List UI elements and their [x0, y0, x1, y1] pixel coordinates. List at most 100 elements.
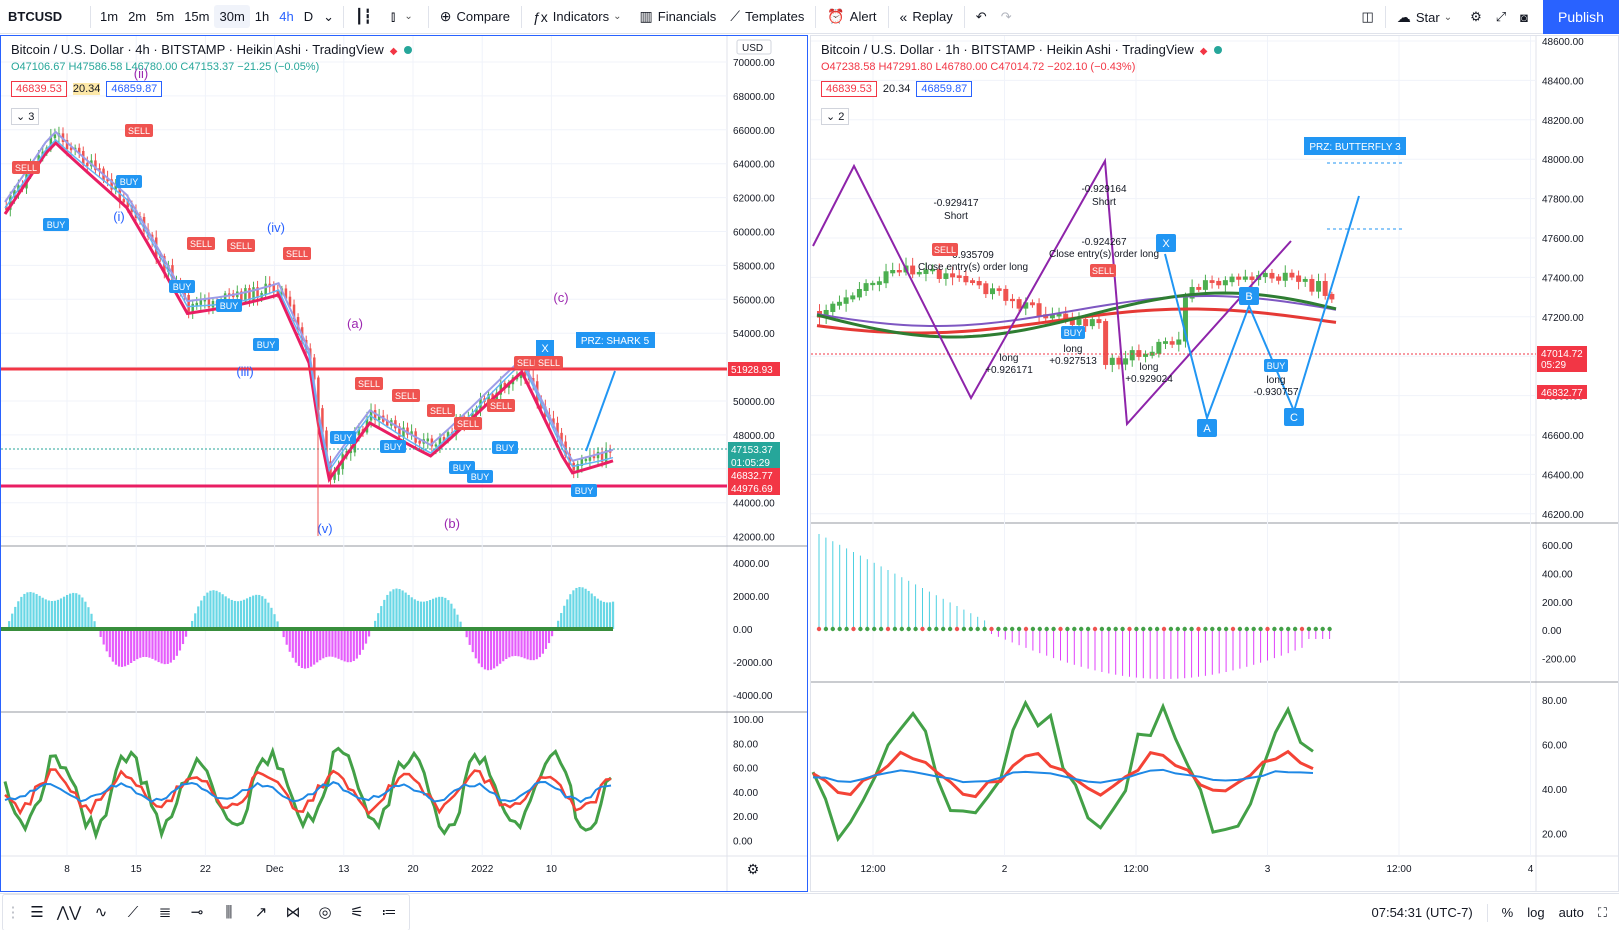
histogram-bar	[130, 629, 133, 663]
financials-button[interactable]: ▥ Financials	[633, 0, 724, 34]
compare-button[interactable]: ⊕ Compare	[433, 0, 517, 34]
candle-body	[106, 178, 109, 182]
auto-toggle[interactable]: auto	[1558, 905, 1584, 920]
interval-1h[interactable]: 1h	[254, 9, 270, 24]
price-tick-label: 48000.00	[1542, 155, 1584, 166]
fullscreen-button[interactable]: ⤢	[1489, 0, 1513, 34]
layout-button[interactable]: ◫	[1355, 0, 1381, 34]
reset-icon[interactable]: ⛶	[1597, 904, 1607, 920]
chart-type-button[interactable]: ⫾ ⌄	[384, 0, 424, 34]
alarm-clock-icon: ⏰	[827, 8, 845, 24]
osc-dot	[1292, 626, 1298, 632]
sell-label: SELL	[490, 401, 512, 411]
histogram-bar	[44, 599, 47, 629]
candle-body	[207, 298, 211, 308]
settings-list-icon[interactable]: ≔	[381, 904, 397, 921]
osc-dot	[968, 626, 973, 632]
histogram-bar	[178, 629, 182, 651]
star-button[interactable]: ☁ Star ⌄	[1390, 0, 1463, 34]
gann-icon[interactable]: ⫼	[225, 903, 233, 921]
eye-icon[interactable]: ◆	[389, 46, 398, 57]
alert-button[interactable]: ⏰ Alert	[820, 0, 883, 34]
osc-dot	[872, 626, 877, 632]
sell-label: SELL	[230, 241, 252, 251]
undo-button[interactable]: ↶	[969, 0, 994, 34]
interval-5m[interactable]: 5m	[156, 9, 175, 24]
interval-d[interactable]: D	[303, 9, 314, 24]
publish-button[interactable]: Publish	[1543, 0, 1619, 34]
histogram-bar	[346, 629, 349, 663]
osc-dot	[989, 626, 994, 632]
candle-body	[1083, 319, 1089, 327]
histogram-bar	[108, 629, 111, 658]
histogram-bar	[90, 613, 93, 629]
histogram-bar	[41, 597, 44, 629]
sell-label: SELL	[128, 126, 150, 136]
histogram-bar	[352, 629, 355, 661]
xabcd-pattern-blue	[1164, 195, 1360, 422]
interval-4h[interactable]: 4h	[279, 9, 294, 24]
templates-button[interactable]: ⟋ Templates	[723, 0, 811, 34]
indicators-button[interactable]: ƒx Indicators ⌄	[526, 0, 633, 34]
histogram-bar	[599, 600, 602, 629]
osc-dot	[851, 626, 856, 632]
bar-style-button[interactable]: ┃┇	[348, 0, 384, 34]
interval-30m[interactable]: 30m	[214, 5, 250, 28]
candle-body	[930, 269, 936, 272]
osc-dot	[1161, 626, 1167, 632]
trend-line-icon[interactable]: ⟋	[127, 903, 139, 921]
candle-body	[252, 287, 255, 301]
clock-label[interactable]: 07:54:31 (UTC-7)	[1371, 905, 1473, 920]
histogram-bar	[575, 587, 578, 629]
interval-15m[interactable]: 15m	[184, 9, 210, 24]
replay-button[interactable]: « Replay	[893, 0, 960, 34]
horizontal-line-icon[interactable]: ⊸	[190, 904, 204, 921]
histogram-bar	[133, 629, 136, 661]
histogram-bar	[428, 600, 432, 629]
left-chart-canvas[interactable]: 70000.00 68000.00 66000.00 64000.00 62000.00…	[1, 36, 807, 891]
indicator-value-blue: 46859.87	[106, 81, 163, 97]
financials-icon: ▥	[639, 8, 653, 24]
wave-pattern-icon[interactable]: ∿	[94, 904, 108, 921]
filter-icon[interactable]: ⚟	[350, 904, 364, 921]
candle-body	[1316, 281, 1322, 292]
candle-body	[386, 419, 389, 426]
left-indicators-collapse[interactable]: ⌄ 3	[11, 108, 40, 125]
osc-dot	[1251, 626, 1256, 632]
osc-dot	[1244, 626, 1249, 632]
sell-label: SELL	[15, 163, 37, 173]
chevron-down-icon[interactable]: ⌄	[323, 8, 335, 24]
left-chart-pane[interactable]: 70000.00 68000.00 66000.00 64000.00 62000.00…	[0, 35, 808, 892]
pattern-icon[interactable]: ⋀⋁	[56, 904, 82, 921]
histogram-bar	[93, 621, 96, 629]
harmonic-point-label: X	[1162, 238, 1170, 250]
percent-toggle[interactable]: %	[1501, 905, 1514, 920]
cycle-icon[interactable]: ◎	[318, 904, 332, 921]
interval-2m[interactable]: 2m	[128, 9, 147, 24]
histogram-bar	[35, 594, 38, 629]
eye-icon[interactable]: ◆	[1199, 46, 1208, 57]
drag-handle-icon[interactable]: ⋮	[5, 904, 21, 921]
candle-body	[1296, 275, 1302, 282]
fib-icon[interactable]: ≣	[158, 904, 172, 921]
candle-body	[296, 317, 300, 330]
redo-button[interactable]: ↷	[994, 0, 1019, 34]
candle-body	[1209, 280, 1215, 283]
snapshot-button[interactable]: ◙	[1513, 0, 1535, 34]
settings-button[interactable]: ⚙	[1463, 0, 1489, 34]
menu-icon[interactable]: ☰	[30, 904, 44, 921]
price-label-countdown-bg	[728, 455, 780, 469]
right-indicators-collapse[interactable]: ⌄ 2	[821, 108, 850, 125]
candle-body	[227, 293, 231, 296]
candle-body	[863, 283, 869, 291]
candle-body	[896, 270, 902, 273]
rsi-tick-label: 40.00	[733, 788, 758, 799]
price-label-ma-bg	[1537, 385, 1587, 399]
interval-1m[interactable]: 1m	[100, 9, 119, 24]
ray-icon[interactable]: ↗	[254, 904, 268, 921]
symbol-search[interactable]: BTCUSD	[8, 9, 63, 24]
right-chart-canvas[interactable]: 48600.00 48400.00 48200.00 48000.00 47800.00…	[811, 36, 1618, 891]
log-toggle[interactable]: log	[1527, 905, 1545, 920]
xabcd-icon[interactable]: ⋈	[285, 904, 301, 921]
right-chart-pane[interactable]: 48600.00 48400.00 48200.00 48000.00 47800.00…	[810, 35, 1619, 892]
